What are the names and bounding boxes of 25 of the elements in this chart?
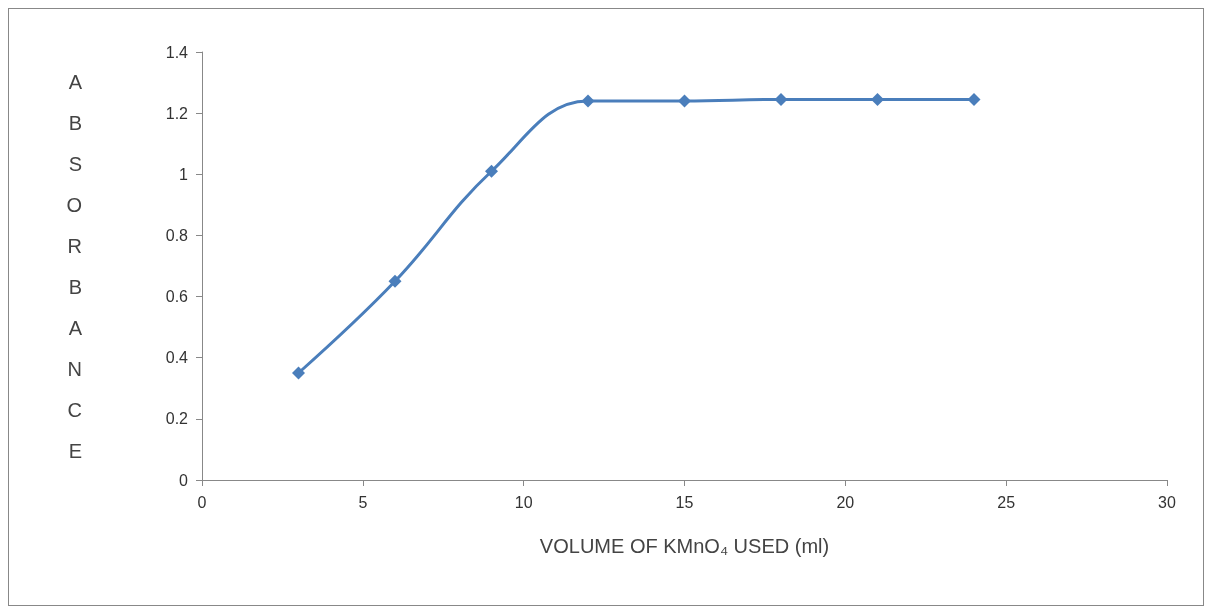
point [871,92,884,106]
point [774,92,788,106]
point [967,92,981,106]
x-tick-label: 20 [836,493,855,511]
y-tick-label: 0.6 [165,288,189,306]
point [581,94,595,108]
x-axis-title: VOLUME OF KMnO₄ USED (ml) [539,535,830,557]
y-tick-label: 0 [179,471,189,489]
x-tick-label: 30 [1158,493,1176,511]
point [678,94,691,108]
x-tick-label: 25 [997,493,1016,511]
point [292,366,305,380]
y-tick-label: 1.4 [165,43,189,61]
y-tick-label: 0.8 [165,226,189,244]
x-tick-label: 5 [358,493,368,511]
x-tick-label: 10 [514,493,533,511]
y-tick-label: 0.4 [165,349,189,367]
y-tick-label: 1.2 [165,104,189,122]
x-tick-label: 0 [197,493,207,511]
y-tick-label: 0.2 [165,410,189,428]
x-tick-label: 15 [675,493,694,511]
text: ABSORBANCE [66,70,82,462]
point [485,164,498,178]
point [388,274,402,288]
y-tick-label: 1 [179,165,189,183]
